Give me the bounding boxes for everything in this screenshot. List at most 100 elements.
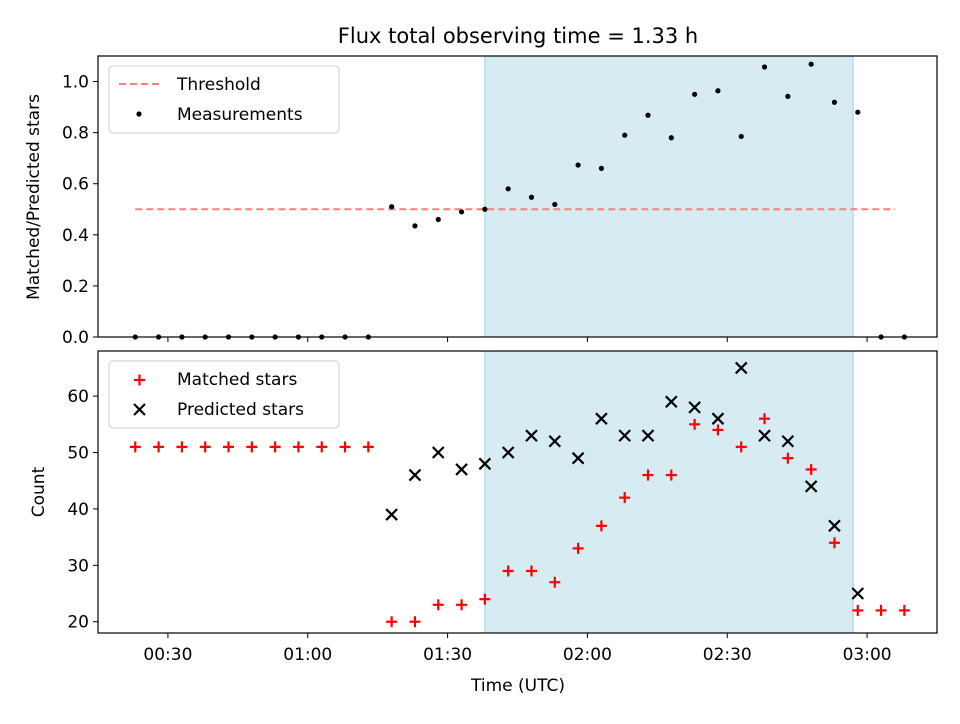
matched-star-point — [316, 441, 328, 453]
x-tick-label: 03:00 — [843, 645, 892, 665]
measurement-point — [505, 186, 511, 192]
predicted-star-point — [595, 412, 608, 425]
count-y-tick-label: 40 — [67, 500, 89, 520]
matched-star-point — [852, 604, 864, 616]
ratio-axes-frame — [97, 55, 938, 338]
matched-star-point — [782, 452, 794, 464]
count-marks — [129, 361, 910, 628]
chart-title: Flux total observing time = 1.33 h — [338, 24, 698, 48]
matched-star-point — [619, 492, 631, 504]
x-tick-label: 01:00 — [283, 645, 332, 665]
count-observing-window — [484, 350, 854, 634]
predicted-star-point — [781, 434, 795, 448]
measurement-point — [458, 209, 465, 215]
predicted-star-point — [758, 429, 771, 442]
matched-star-point — [595, 520, 607, 532]
predicted-star-point — [408, 468, 422, 482]
matched-star-point — [246, 441, 258, 453]
measurement-point — [761, 64, 768, 70]
measurement-point — [598, 165, 605, 171]
matched-star-point — [292, 441, 304, 453]
count-shaded-span-layer — [484, 350, 854, 634]
count-y-tick-label: 20 — [67, 613, 89, 633]
matched-star-point — [805, 463, 817, 475]
ratio-y-tick-label: 0.4 — [62, 226, 89, 246]
predicted-star-point — [525, 429, 538, 442]
ratio-y-tick-label: 0.2 — [62, 277, 89, 297]
ratio-y-ticks: 0.0 0.2 0.4 0.6 0.8 1.0 — [62, 73, 98, 348]
matched-star-point — [898, 604, 910, 616]
measurement-point — [738, 133, 744, 140]
count-y-tick-label: 60 — [67, 387, 89, 407]
matched-star-point — [432, 599, 444, 611]
ratio-legend-box — [108, 65, 340, 134]
measurements-legend-swatch — [136, 111, 142, 117]
measurement-point — [855, 109, 861, 115]
count-legend-box — [108, 360, 340, 429]
ratio-observing-window — [484, 55, 854, 338]
predicted-star-point — [665, 395, 678, 409]
matched-legend-label: Matched stars — [177, 370, 297, 390]
matched-star-point — [409, 616, 421, 628]
x-tick-label: 02:30 — [703, 645, 752, 665]
matched-star-point — [386, 616, 398, 628]
ratio-shaded-span-layer — [484, 55, 854, 338]
matched-star-point — [735, 441, 747, 453]
matched-star-point — [223, 441, 235, 453]
matched-star-point — [689, 418, 701, 430]
ratio-y-tick-label: 0.6 — [62, 175, 89, 195]
count-axes-frame — [97, 350, 938, 634]
count-y-tick-label: 50 — [67, 444, 89, 464]
predicted-star-point — [548, 434, 562, 448]
matched-star-point — [269, 441, 281, 453]
predicted-star-point — [618, 429, 631, 442]
ratio-y-tick-label: 0.0 — [62, 328, 89, 348]
measurement-point — [645, 112, 651, 118]
x-tick-label: 00:30 — [143, 645, 192, 665]
predicted-star-point — [804, 480, 818, 493]
predicted-star-point — [641, 429, 655, 442]
matched-star-point — [525, 565, 537, 577]
matched-star-point — [362, 441, 374, 453]
predicted-star-point — [828, 519, 841, 533]
predicted-star-point — [385, 508, 398, 521]
ratio-y-tick-label: 1.0 — [62, 73, 89, 93]
predicted-star-point — [688, 401, 701, 414]
measurement-point — [622, 132, 628, 138]
x-axis-label: Time (UTC) — [470, 676, 565, 696]
predicted-star-point — [478, 457, 492, 471]
ratio-legend: Threshold Measurements — [108, 65, 340, 134]
count-legend: Matched stars Predicted stars — [108, 360, 340, 429]
predicted-legend-swatch — [133, 403, 146, 416]
predicted-star-point — [455, 463, 468, 476]
matched-star-point — [479, 593, 491, 605]
measurement-point — [785, 93, 791, 99]
count-panel: 20 30 40 50 60 00:30 01:00 01:30 02:00 02:30 03:0… — [29, 350, 938, 696]
ratio-panel: 0.0 0.2 0.4 0.6 0.8 1.0 Flux total observing … — [24, 24, 938, 348]
matched-star-point — [828, 537, 840, 549]
predicted-star-point — [734, 361, 748, 375]
measurement-point — [552, 201, 558, 208]
measurement-point — [831, 99, 838, 105]
measurements-legend-label: Measurements — [177, 105, 303, 125]
matched-star-point — [456, 599, 468, 611]
matched-star-point — [712, 424, 724, 436]
count-y-axis-label: Count — [29, 466, 49, 517]
matched-star-point — [199, 441, 211, 453]
matched-star-point — [642, 469, 654, 481]
measurement-point — [715, 88, 721, 94]
measurement-point — [412, 223, 418, 229]
measurement-point — [435, 216, 441, 223]
matched-star-point — [153, 441, 165, 453]
predicted-star-point — [711, 412, 725, 425]
count-x-ticks: 00:30 01:00 01:30 02:00 02:30 03:00 — [143, 633, 892, 665]
predicted-star-point — [431, 446, 445, 459]
matched-star-point — [176, 441, 188, 453]
measurement-point — [808, 61, 814, 67]
matched-legend-swatch — [134, 374, 145, 386]
predicted-legend-label: Predicted stars — [177, 400, 304, 420]
measurement-point — [575, 162, 581, 168]
matched-star-point — [665, 469, 677, 481]
predicted-star-point — [851, 587, 865, 600]
